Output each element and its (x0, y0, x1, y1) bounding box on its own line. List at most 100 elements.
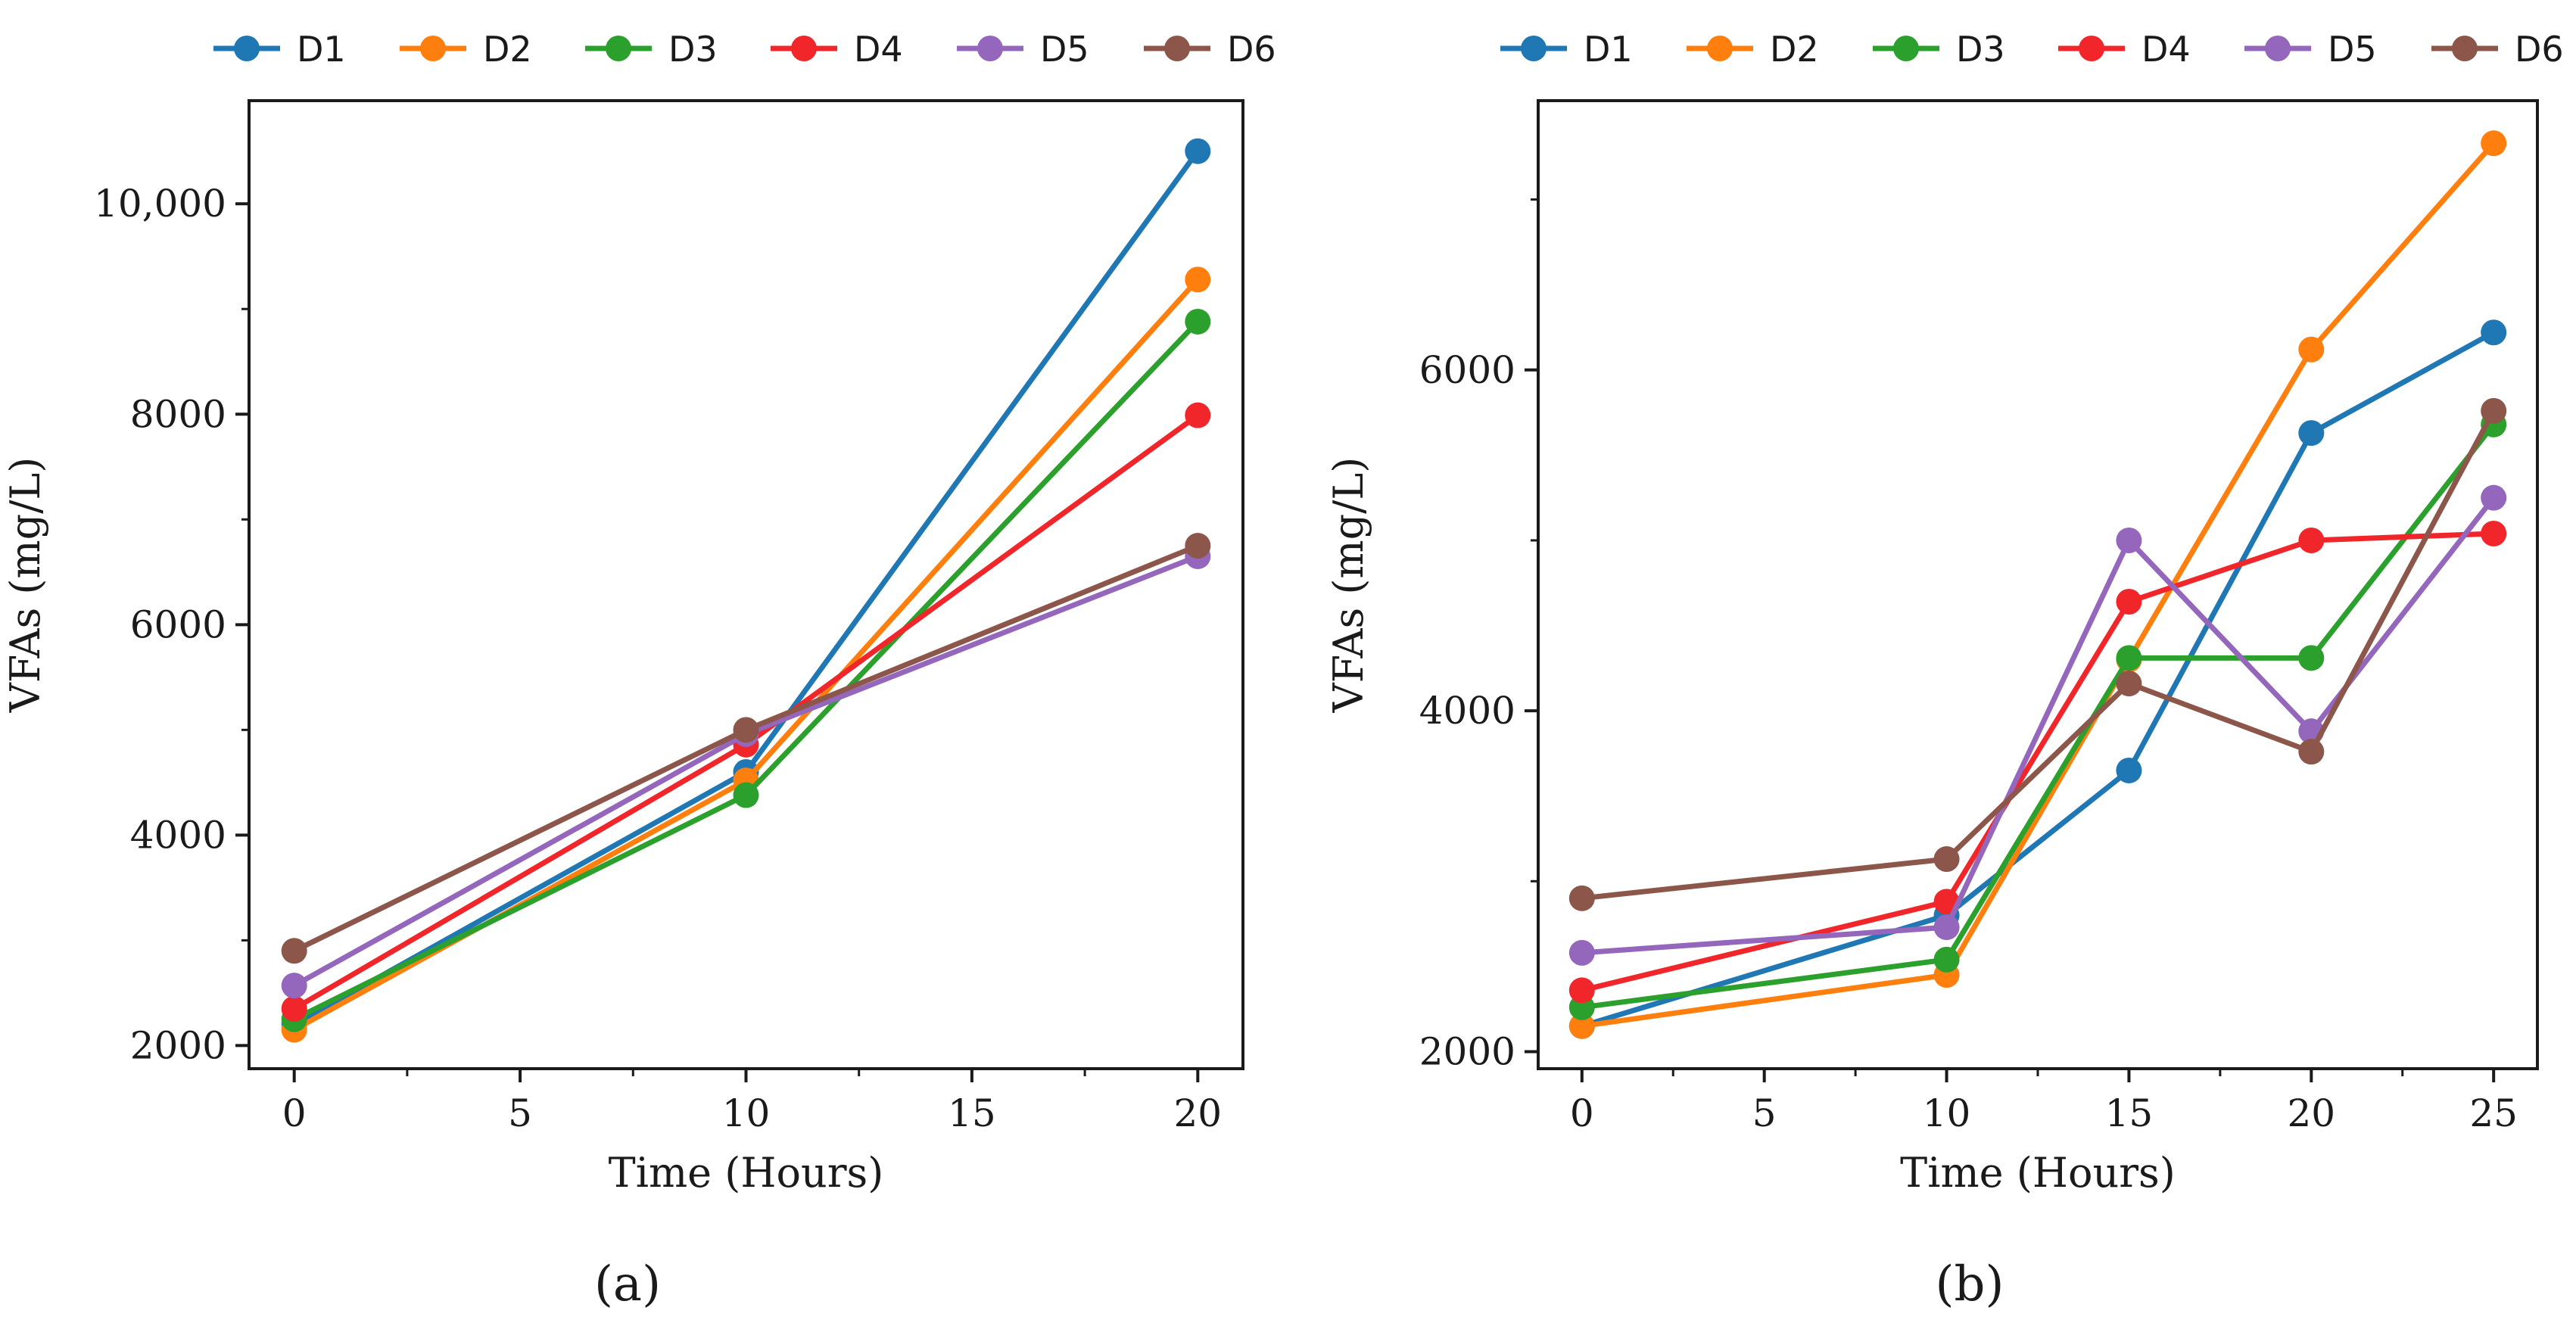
legend-item-d6: D6 (2431, 29, 2564, 70)
y-tick-label: 6000 (130, 602, 226, 646)
data-point-d1 (2116, 757, 2142, 783)
y-axis-label: VFAs (mg/L) (2, 457, 49, 714)
panel-label: (a) (594, 1256, 661, 1312)
legend: D1 D2 D3 D4 D5 D6 (1500, 29, 2564, 70)
legend-label: D6 (2515, 29, 2564, 70)
data-point-d4 (1568, 977, 1595, 1004)
legend-marker (2452, 36, 2478, 61)
data-point-d3 (2116, 645, 2142, 671)
y-tick-label: 2000 (1419, 1029, 1515, 1073)
legend-item-d5: D5 (2244, 29, 2377, 70)
data-point-d4 (1185, 402, 1211, 428)
y-tick-label: 10,000 (94, 182, 226, 226)
plot-frame (1537, 99, 2539, 1070)
data-point-d6 (281, 938, 307, 964)
x-tick-label: 20 (2288, 1091, 2336, 1135)
legend: D1 D2 D3 D4 D5 D6 (213, 29, 1276, 70)
x-axis-label: Time (Hours) (1900, 1149, 2176, 1197)
legend-marker (1521, 36, 1547, 61)
series-d1 (281, 138, 1211, 1038)
chart-panel-1: 0 5 10 15 20 2000 4000 6000 8000 10,000 Time (Hour… (2, 29, 1276, 1312)
legend-item-d2: D2 (400, 29, 532, 70)
data-point-d5 (2116, 527, 2142, 553)
legend-label: D4 (2141, 29, 2191, 70)
data-point-d6 (2298, 739, 2325, 765)
legend-item-d6: D6 (1144, 29, 1276, 70)
legend-label: D3 (668, 29, 718, 70)
series-d6 (281, 533, 1211, 964)
data-point-d2 (2481, 130, 2507, 157)
data-point-d3 (2298, 645, 2325, 671)
data-point-d3 (1933, 946, 1960, 973)
y-tick-label: 4000 (1419, 689, 1515, 733)
legend-marker (2265, 36, 2291, 61)
series-line-d2 (292, 277, 1200, 1032)
series-line-d3 (1581, 422, 2496, 1010)
data-point-d4 (2298, 527, 2325, 553)
x-tick-label: 15 (948, 1091, 996, 1135)
legend-item-d3: D3 (1873, 29, 2005, 70)
data-point-d4 (281, 995, 307, 1022)
data-point-d1 (2481, 319, 2507, 346)
data-point-d6 (1568, 885, 1595, 911)
series-d3 (1568, 411, 2507, 1020)
legend-marker (234, 36, 260, 61)
data-point-d5 (1933, 914, 1960, 941)
series-d5 (1568, 484, 2507, 966)
series-d2 (281, 266, 1211, 1043)
data-point-d3 (733, 782, 759, 808)
x-tick-label: 5 (508, 1091, 532, 1135)
legend-marker (791, 36, 817, 61)
y-tick-label: 2000 (130, 1023, 226, 1067)
data-point-d6 (2116, 671, 2142, 697)
legend-marker (977, 36, 1003, 61)
legend-marker (1707, 36, 1733, 61)
x-tick-label: 10 (722, 1091, 771, 1135)
legend-item-d5: D5 (957, 29, 1089, 70)
legend-item-d3: D3 (585, 29, 718, 70)
series-d4 (281, 402, 1211, 1022)
legend-label: D5 (2328, 29, 2377, 70)
panel-label: (b) (1936, 1256, 2004, 1312)
x-tick-label: 15 (2105, 1091, 2154, 1135)
y-tick-label: 8000 (130, 392, 226, 436)
series-d6 (1568, 397, 2507, 911)
x-tick-label: 0 (282, 1091, 307, 1135)
series-line-d1 (1581, 330, 2495, 1029)
legend-marker (1893, 36, 1919, 61)
x-tick-label: 5 (1752, 1091, 1777, 1135)
data-point-d6 (733, 717, 759, 743)
series-line-d2 (1581, 141, 2496, 1029)
data-point-d3 (1185, 308, 1211, 335)
plot-frame (248, 99, 1244, 1070)
data-point-d5 (281, 973, 307, 999)
legend-label: D2 (1770, 29, 1819, 70)
legend-label: D6 (1227, 29, 1276, 70)
data-point-d6 (1933, 846, 1960, 873)
series-d1 (1568, 319, 2507, 1039)
legend-marker (1164, 36, 1190, 61)
legend-item-d1: D1 (213, 29, 346, 70)
x-axis-label: Time (Hours) (609, 1149, 884, 1197)
y-axis-label: VFAs (mg/L) (1325, 457, 1372, 714)
y-tick-label: 4000 (130, 813, 226, 857)
legend-label: D2 (483, 29, 532, 70)
legend-marker (606, 36, 631, 61)
legend-item-d4: D4 (2058, 29, 2191, 70)
data-point-d1 (1185, 138, 1211, 164)
legend-item-d4: D4 (771, 29, 903, 70)
chart-panel-2: 0 5 10 15 20 25 2000 4000 6000 Time (Hours) VFAs (… (1325, 29, 2564, 1312)
data-point-d2 (1185, 266, 1211, 293)
data-point-d5 (1568, 939, 1595, 966)
legend-marker (420, 36, 446, 61)
legend-label: D5 (1040, 29, 1089, 70)
x-tick-label: 0 (1570, 1091, 1594, 1135)
data-point-d4 (2481, 520, 2507, 546)
y-tick-label: 6000 (1419, 348, 1515, 392)
data-point-d6 (1185, 533, 1211, 559)
x-tick-label: 20 (1174, 1091, 1223, 1135)
series-line-d4 (292, 412, 1200, 1011)
legend-label: D4 (854, 29, 903, 70)
x-tick-label: 25 (2469, 1091, 2518, 1135)
data-point-d2 (1568, 1013, 1595, 1039)
